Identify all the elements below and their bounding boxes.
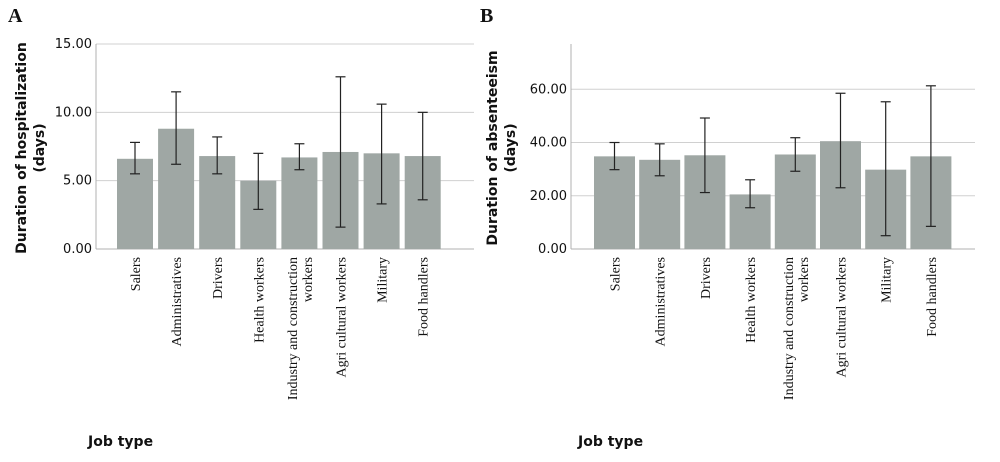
y-tick-label: 5.00 — [63, 174, 92, 189]
y-tick-label: 0.00 — [538, 242, 567, 257]
category-label: Military — [376, 257, 391, 303]
y-axis-label: Duration of hospitalization — [14, 42, 30, 254]
category-label: Salers — [609, 257, 624, 291]
category-label: Food handlers — [925, 257, 940, 337]
y-axis-label: (days) — [32, 123, 48, 172]
x-axis-label: Job type — [87, 434, 153, 450]
y-axis-label: Duration of absenteeism — [485, 50, 501, 245]
y-tick-label: 10.00 — [55, 105, 92, 120]
category-label: Military — [880, 257, 895, 303]
panel-letter: B — [480, 5, 493, 27]
category-label: Administratives — [654, 257, 669, 346]
category-label: Industry and construction — [782, 257, 797, 400]
category-label: workers — [797, 257, 812, 302]
category-label: Administratives — [170, 257, 185, 346]
category-label: Agri cultural workers — [835, 257, 850, 378]
bar — [281, 157, 318, 249]
y-tick-label: 60.00 — [530, 82, 567, 97]
y-tick-label: 20.00 — [530, 189, 567, 204]
category-label: Health workers — [744, 257, 759, 343]
y-tick-label: 0.00 — [63, 242, 92, 257]
category-label: Agri cultural workers — [335, 257, 350, 378]
category-label: Drivers — [211, 257, 226, 299]
category-label: Salers — [129, 257, 144, 291]
category-label: Health workers — [252, 257, 267, 343]
y-tick-label: 40.00 — [530, 136, 567, 151]
panel-a: A 0.00 5.00 10.00 15.00 Salers Administratives… — [8, 5, 474, 450]
panel-b: B 0.00 20.00 40.00 60.00 Salers Administrative… — [480, 5, 975, 450]
bar — [594, 156, 635, 249]
category-label: Industry and construction — [286, 257, 301, 400]
y-tick-label: 15.00 — [55, 37, 92, 52]
x-axis-label: Job type — [577, 434, 643, 450]
panel-letter: A — [8, 5, 23, 27]
category-label: workers — [301, 257, 316, 302]
category-label: Food handlers — [417, 257, 432, 337]
y-axis-label: (days) — [503, 123, 519, 172]
category-label: Drivers — [699, 257, 714, 299]
